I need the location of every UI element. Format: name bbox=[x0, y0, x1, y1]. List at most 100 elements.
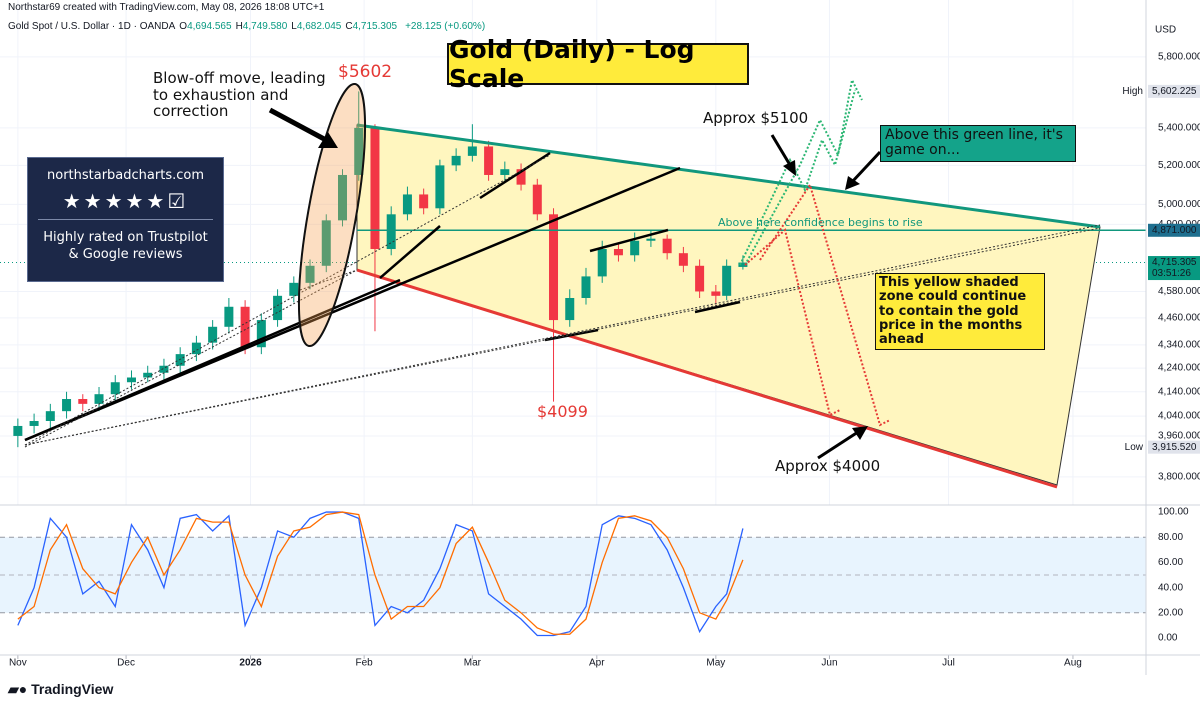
dotted-line bbox=[24, 269, 358, 448]
candle-body bbox=[126, 377, 136, 383]
symbol: Gold Spot / U.S. Dollar · 1D · OANDA bbox=[8, 21, 176, 32]
projection bbox=[744, 228, 841, 417]
price-tag-label: 5,602.225 bbox=[1152, 86, 1197, 97]
price-tag-label: 4,871.000 bbox=[1152, 225, 1197, 236]
y-tick-label: 0.00 bbox=[1158, 633, 1178, 644]
candle-body bbox=[78, 399, 88, 404]
change: +28.125 (+0.60%) bbox=[405, 21, 486, 32]
candle-body bbox=[94, 394, 104, 404]
logo-text: TradingView bbox=[31, 681, 114, 697]
y-tick-label: 4,140.000 bbox=[1158, 386, 1200, 397]
badge-note: Highly rated on Trustpilot & Google revi… bbox=[38, 219, 213, 264]
badge: northstarbadcharts.com ★★★★★☑ Highly rat… bbox=[27, 157, 224, 282]
candle-body bbox=[29, 421, 39, 426]
trend-line bbox=[589, 228, 669, 253]
y-tick-label: 4,240.000 bbox=[1158, 363, 1200, 374]
y-tick-label: 40.00 bbox=[1158, 582, 1183, 593]
ohlc-key: L bbox=[291, 21, 297, 32]
candle-body bbox=[143, 372, 153, 378]
candle-body bbox=[256, 320, 266, 348]
candle-body bbox=[484, 146, 494, 175]
candle-body bbox=[110, 382, 120, 395]
x-tick-label: 2026 bbox=[239, 658, 262, 669]
y-tick-label: 100.00 bbox=[1158, 507, 1189, 518]
ohlc-value: 4,715.305 bbox=[352, 21, 398, 32]
dotted-line bbox=[24, 224, 1101, 446]
stoch-line bbox=[17, 511, 744, 635]
candle-body bbox=[370, 127, 380, 250]
ohlc-value: 4,749.580 bbox=[242, 21, 288, 32]
candle-body bbox=[159, 365, 169, 373]
y-tick-label: 5,000.000 bbox=[1158, 199, 1200, 210]
y-tick-label: 60.00 bbox=[1158, 557, 1183, 568]
trend-line bbox=[379, 225, 441, 279]
candle-body bbox=[549, 214, 559, 321]
x-tick-label: May bbox=[706, 658, 725, 669]
annotation: Above this green line, it's game on... bbox=[880, 125, 1076, 162]
annotation: Above here confidence begins to rise bbox=[718, 216, 923, 229]
projection bbox=[759, 182, 891, 427]
ohlc-value: 4,694.565 bbox=[187, 21, 232, 32]
y-tick-label: 4,460.000 bbox=[1158, 312, 1200, 323]
arrow-head bbox=[852, 426, 868, 440]
y-tick-label: 5,400.000 bbox=[1158, 123, 1200, 134]
y-tick-label: 20.00 bbox=[1158, 607, 1183, 618]
candle-body bbox=[354, 127, 364, 175]
legend: Gold Spot / U.S. Dollar · 1D · OANDA O4,… bbox=[8, 21, 485, 32]
credit: Northstar69 created with TradingView.com… bbox=[8, 2, 325, 13]
arrow bbox=[770, 134, 792, 166]
y-tick-label: 5,200.000 bbox=[1158, 160, 1200, 171]
candle-body bbox=[305, 265, 315, 283]
arrow-head bbox=[318, 132, 338, 148]
price-tag bbox=[1148, 440, 1200, 454]
candle-body bbox=[738, 262, 748, 267]
candle-body bbox=[722, 265, 732, 296]
candle-body bbox=[386, 214, 396, 250]
red-line bbox=[356, 268, 1058, 489]
arrow bbox=[817, 430, 859, 460]
annotation: $5602 bbox=[338, 62, 393, 82]
badge-site: northstarbadcharts.com bbox=[47, 168, 204, 183]
trend-line bbox=[694, 300, 741, 314]
candle-body bbox=[402, 194, 412, 215]
candle-body bbox=[451, 155, 461, 166]
y-tick-label: 5,800.000 bbox=[1158, 52, 1200, 63]
logo: ▰● TradingView bbox=[8, 681, 114, 697]
annotation: Approx $4000 bbox=[775, 457, 881, 475]
candle-body bbox=[435, 165, 445, 209]
ohlc: O4,694.565 H4,749.580 L4,682.045 C4,715.305 bbox=[179, 21, 401, 32]
dotted-line bbox=[24, 227, 1101, 446]
candle-body bbox=[630, 240, 640, 256]
trend-line bbox=[24, 278, 401, 442]
candle-body bbox=[467, 146, 477, 156]
x-tick-label: Feb bbox=[356, 658, 374, 669]
candle-body bbox=[613, 249, 623, 256]
candle-body bbox=[45, 411, 55, 422]
projection bbox=[739, 89, 856, 266]
arrow-head bbox=[783, 160, 796, 176]
annotation: This yellow shaded zone could continue t… bbox=[875, 273, 1045, 351]
stars: ★★★★★☑ bbox=[62, 189, 189, 213]
chart-title: Gold (Daily) - Log Scale bbox=[447, 35, 749, 93]
y-tick-label: 4,340.000 bbox=[1158, 340, 1200, 351]
annotation: Blow-off move, leading to exhaustion and… bbox=[153, 69, 326, 120]
currency: USD bbox=[1155, 25, 1176, 36]
candle-body bbox=[581, 276, 591, 298]
candle-body bbox=[646, 238, 656, 241]
candle-body bbox=[695, 265, 705, 292]
y-tick-label: 3,800.000 bbox=[1158, 472, 1200, 483]
ohlc-value: 4,682.045 bbox=[296, 21, 342, 32]
arrow-head bbox=[845, 176, 860, 190]
candle-body bbox=[240, 306, 250, 348]
ohlc-key: C bbox=[345, 21, 353, 32]
candle-body bbox=[321, 220, 331, 266]
x-tick-label: Apr bbox=[589, 658, 605, 669]
candle-body bbox=[289, 282, 299, 296]
x-tick-label: Nov bbox=[9, 658, 27, 669]
y-tick-label: 4,040.000 bbox=[1158, 411, 1200, 422]
candle-body bbox=[208, 326, 218, 343]
x-tick-label: Mar bbox=[464, 658, 482, 669]
annotation: $4099 bbox=[537, 402, 588, 421]
